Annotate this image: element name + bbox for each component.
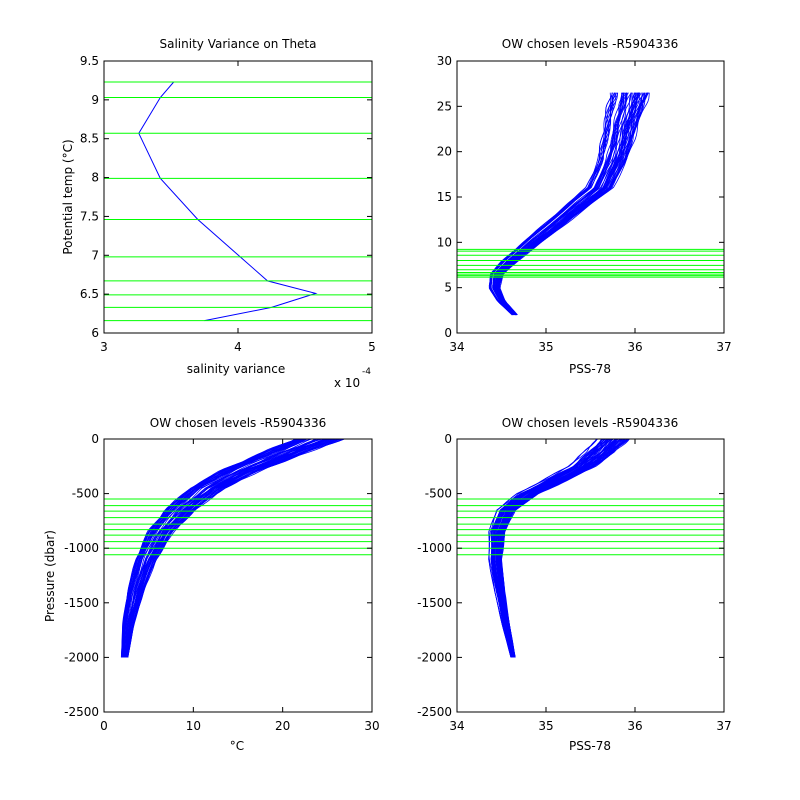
x-axis-label: salinity variance (187, 362, 286, 376)
x-tick-label: 30 (364, 719, 379, 733)
profile-line (494, 92, 632, 316)
profile-line (127, 439, 342, 658)
profile-line (496, 439, 617, 658)
profile-line (493, 439, 611, 658)
profile-line (495, 92, 633, 316)
y-tick-label: -2000 (64, 650, 99, 664)
chart-title: OW chosen levels -R5904336 (502, 416, 678, 430)
chart-title: OW chosen levels -R5904336 (150, 416, 326, 430)
y-tick-label: -500 (425, 487, 452, 501)
x-tick-label: 36 (627, 340, 642, 354)
profile-line (488, 92, 613, 316)
y-tick-label: 25 (437, 99, 452, 113)
profile-line (497, 439, 618, 658)
y-axis-label: Pressure (dbar) (43, 530, 57, 622)
profile-line (488, 439, 598, 658)
y-tick-label: 20 (437, 145, 452, 159)
y-tick-label: 0 (444, 432, 452, 446)
y-tick-label: 0 (91, 432, 99, 446)
profile-line (126, 439, 336, 658)
x-tick-label: 35 (538, 340, 553, 354)
y-tick-label: 0 (444, 326, 452, 340)
x-tick-label: 5 (368, 340, 376, 354)
y-tick-label: -1000 (64, 541, 99, 555)
profile-line (122, 439, 304, 658)
panel-salinity-variance: Salinity Variance on Theta 3 4 5 6 6.5 7 7.5 8 8… (61, 37, 376, 390)
y-tick-label: 7.5 (80, 209, 99, 223)
y-axis-label: Potential temp (°C) (61, 139, 75, 254)
chart-title: Salinity Variance on Theta (160, 37, 317, 51)
profile-line (124, 439, 320, 658)
axes-frame (103, 438, 373, 713)
x-exponent-base: x 10 (334, 376, 360, 390)
profile-line (496, 92, 638, 316)
profile-line (492, 92, 628, 316)
profile-line (124, 439, 326, 658)
profile-line (493, 92, 629, 316)
profile-line (498, 439, 623, 658)
profile-line (123, 439, 312, 658)
x-tick-label: 4 (234, 340, 242, 354)
x-tick-label: 37 (716, 340, 731, 354)
x-tick-label: 10 (186, 719, 201, 733)
x-tick-label: 36 (627, 719, 642, 733)
panel-theta-salinity: OW chosen levels -R5904336 34 35 36 37 0 5 10 1… (437, 37, 732, 376)
profile-line (491, 439, 605, 658)
profile-line (490, 92, 615, 316)
profile-line (491, 439, 604, 658)
y-tick-label: 30 (437, 54, 452, 68)
plot-area (104, 61, 372, 333)
profile-line (495, 92, 635, 316)
y-tick-label: 15 (437, 190, 452, 204)
y-tick-label: 9 (91, 93, 99, 107)
y-tick-label: -1500 (417, 596, 452, 610)
x-axis-label: °C (230, 739, 244, 753)
profile-line (499, 439, 628, 658)
y-tick-label: -1000 (417, 541, 452, 555)
panel-temperature-pressure: OW chosen levels -R5904336 0 10 20 30 -2500 -… (43, 416, 380, 753)
profile-line (123, 439, 316, 658)
y-tick-label: -500 (72, 487, 99, 501)
x-tick-label: 3 (100, 340, 108, 354)
y-tick-label: 8 (91, 171, 99, 185)
x-exponent-power: -4 (362, 367, 371, 377)
profile-line (122, 439, 307, 658)
y-tick-label: 8.5 (80, 132, 99, 146)
x-exponent-label: x 10 (334, 376, 360, 390)
axes-frame (456, 438, 725, 713)
profile-line (126, 439, 340, 658)
profile-line (125, 439, 332, 658)
profile-line (121, 439, 296, 658)
panel-salinity-pressure: OW chosen levels -R5904336 34 35 36 37 -2500… (417, 416, 732, 753)
y-tick-label: 9.5 (80, 54, 99, 68)
y-tick-label: -2500 (64, 705, 99, 719)
chart-title: OW chosen levels -R5904336 (502, 37, 678, 51)
x-tick-label: 20 (275, 719, 290, 733)
profile-line (498, 92, 646, 316)
y-tick-label: 10 (437, 235, 452, 249)
y-tick-label: 7 (91, 248, 99, 262)
y-tick-label: -2000 (417, 650, 452, 664)
y-tick-label: 6 (91, 326, 99, 340)
y-tick-label: -2500 (417, 705, 452, 719)
x-tick-label: 37 (716, 719, 731, 733)
x-axis-label: PSS-78 (569, 739, 611, 753)
x-tick-label: 34 (449, 340, 464, 354)
y-tick-label: 6.5 (80, 287, 99, 301)
profile-line (494, 92, 632, 316)
x-tick-label: 0 (100, 719, 108, 733)
x-axis-label: PSS-78 (569, 362, 611, 376)
profile-line (125, 439, 329, 658)
x-tick-label: 34 (449, 719, 464, 733)
profile-line (499, 92, 650, 316)
x-tick-label: 35 (538, 719, 553, 733)
profile-line (497, 92, 640, 316)
y-tick-label: -1500 (64, 596, 99, 610)
y-tick-label: 5 (444, 281, 452, 295)
